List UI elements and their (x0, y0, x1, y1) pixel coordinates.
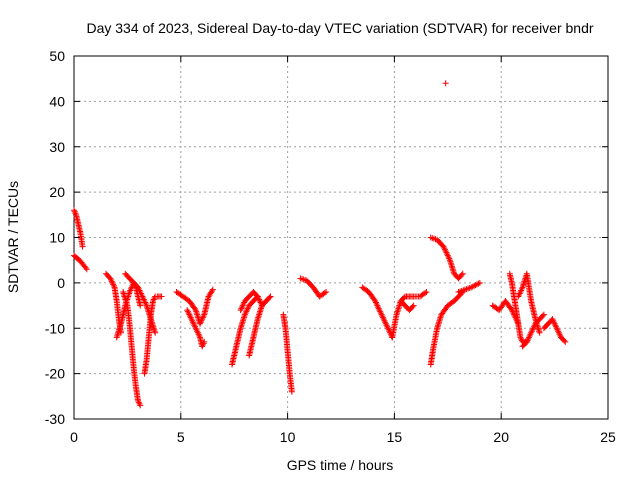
series-arc-13 (280, 311, 295, 395)
data-point (82, 264, 89, 271)
data-point (540, 311, 547, 318)
data-point (423, 288, 430, 295)
series-arc-17 (397, 298, 417, 314)
series-arc-26 (540, 316, 569, 345)
data-point (191, 305, 198, 312)
data-point (536, 329, 543, 336)
data-point (288, 388, 295, 395)
data-point (209, 286, 216, 293)
data-point (410, 302, 417, 309)
data-point (323, 288, 330, 295)
data-point (152, 329, 159, 336)
data-point (476, 279, 483, 286)
series-arc-5 (120, 288, 144, 409)
grid (74, 56, 608, 419)
series-arc-15 (359, 284, 396, 341)
data-point (158, 293, 165, 300)
data-point (137, 402, 144, 409)
data-point (266, 294, 273, 301)
data-point (539, 312, 546, 319)
data-point (475, 280, 482, 287)
x-tick-label: 25 (600, 429, 616, 445)
series-arc-7 (141, 293, 165, 377)
data-point (79, 243, 86, 250)
series-arc-1 (71, 207, 86, 250)
y-tick-label: 40 (49, 93, 65, 109)
y-tick-label: 30 (49, 139, 65, 155)
y-tick-label: 0 (57, 275, 65, 291)
y-tick-label: -30 (45, 411, 65, 427)
data-point (72, 210, 79, 217)
chart-title: Day 334 of 2023, Sidereal Day-to-day VTE… (86, 20, 593, 36)
y-tick-label: 20 (49, 184, 65, 200)
tick-labels: 0 5 10 15 20 25 -30 -20 -10 0 10 20 30 40 50 (45, 48, 616, 445)
data-point (137, 302, 144, 309)
y-tick-label: 10 (49, 230, 65, 246)
series-arc-24 (515, 270, 543, 336)
data-point (267, 293, 274, 300)
series-arc-19 (427, 234, 466, 282)
series-arc-25 (519, 311, 547, 350)
series-arc-10 (229, 293, 261, 368)
series-arc-20 (442, 80, 449, 87)
series-arc-21 (455, 279, 483, 295)
y-tick-label: -10 (45, 320, 65, 336)
x-tick-label: 5 (177, 429, 185, 445)
axis-ticks (73, 55, 609, 420)
series-arc-23 (506, 270, 530, 345)
series-arc-2 (71, 252, 90, 273)
series-arc-16 (389, 288, 430, 341)
x-tick-label: 15 (387, 429, 403, 445)
y-axis-title: SDTVAR / TECUs (5, 181, 21, 293)
series-arc-12 (237, 288, 265, 314)
x-tick-label: 10 (280, 429, 296, 445)
data-point (208, 288, 215, 295)
data-point (422, 289, 429, 296)
data-point (150, 296, 157, 303)
y-tick-label: 50 (49, 48, 65, 64)
data-point (458, 271, 465, 278)
data-point (442, 80, 449, 87)
data-point (562, 338, 569, 345)
x-tick-label: 20 (493, 429, 509, 445)
series-arc-9 (184, 307, 208, 350)
series-arc-18 (427, 288, 466, 368)
data-point (321, 289, 328, 296)
x-tick-label: 0 (70, 429, 78, 445)
series-arc-4 (113, 279, 144, 341)
series-arc-14 (297, 275, 330, 300)
data-point (561, 337, 568, 344)
data-point (409, 303, 416, 310)
data-point (518, 335, 525, 342)
data-point (258, 302, 265, 309)
x-axis-title: GPS time / hours (287, 457, 394, 473)
data-point (135, 399, 142, 406)
data-point (83, 266, 90, 273)
data-point (459, 270, 466, 277)
y-tick-label: -20 (45, 366, 65, 382)
series-arc-8 (173, 286, 216, 327)
data-points (71, 80, 569, 409)
data-point (201, 338, 208, 345)
